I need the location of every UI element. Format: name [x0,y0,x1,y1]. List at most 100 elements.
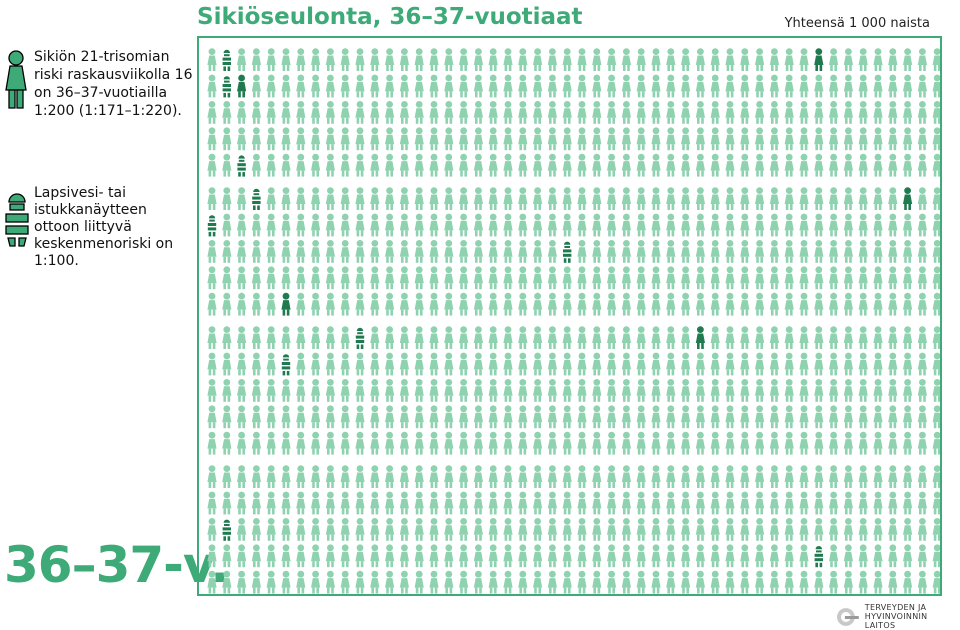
woman-figure [829,431,839,455]
woman-figure [740,240,750,263]
woman-figure [814,213,824,237]
woman-figure [251,405,261,429]
woman-figure [562,187,572,210]
woman-figure-icon [4,50,28,116]
woman-figure [399,74,409,98]
woman-figure [592,518,602,541]
woman-figure [251,544,261,568]
woman-figure [843,352,853,376]
woman-figure [370,127,380,151]
woman-figure [385,213,395,237]
woman-figure [414,544,424,568]
woman-figure [710,48,720,71]
woman-figure [325,544,335,568]
woman-figure [769,465,779,488]
woman-figure [932,518,940,541]
woman-figure [636,266,646,290]
woman-figure [607,187,617,210]
woman-figure [385,326,395,349]
woman-figure [577,518,587,541]
woman-figure [311,240,321,263]
woman-figure [266,326,276,349]
woman-figure [858,266,868,290]
woman-figure [533,544,543,568]
woman-figure [843,465,853,488]
woman-figure [725,266,735,290]
procedure-miscarriage-figure [222,519,231,541]
woman-figure [518,326,528,349]
woman-figure [325,518,335,541]
woman-figure [666,570,676,594]
woman-figure [784,292,794,316]
woman-figure [385,379,395,402]
woman-figure [917,518,927,541]
woman-figure [237,292,247,316]
woman-figure [207,379,217,402]
woman-figure [681,48,691,71]
woman-figure [873,405,883,429]
woman-figure [799,292,809,316]
woman-figure [695,101,705,124]
woman-figure [459,405,469,429]
woman-figure [340,570,350,594]
woman-figure [577,465,587,488]
woman-figure [399,187,409,210]
woman-figure [755,292,765,316]
woman-figure [266,570,276,594]
woman-figure [207,153,217,177]
woman-figure [340,544,350,568]
woman-figure [370,213,380,237]
woman-figure [222,240,232,263]
woman-figure [473,570,483,594]
woman-figure [503,570,513,594]
woman-figure [903,292,913,316]
woman-figure [784,187,794,210]
woman-figure [607,326,617,349]
woman-figure [725,48,735,71]
woman-figure [296,570,306,594]
woman-figure [917,405,927,429]
woman-figure [903,101,913,124]
woman-figure [799,570,809,594]
woman-figure [799,491,809,515]
woman-figure [577,491,587,515]
woman-figure [695,570,705,594]
woman-figure [311,213,321,237]
woman-figure [547,352,557,376]
woman-figure [266,465,276,488]
woman-figure [444,127,454,151]
woman-figure [251,326,261,349]
woman-figure [814,101,824,124]
woman-figure [755,326,765,349]
woman-figure [266,266,276,290]
woman-figure [577,240,587,263]
woman-figure [858,48,868,71]
woman-figure [917,570,927,594]
woman-figure [651,465,661,488]
woman-figure [311,405,321,429]
woman-figure [651,48,661,71]
woman-figure [903,326,913,349]
woman-figure [370,491,380,515]
woman-figure [710,101,720,124]
woman-figure [518,266,528,290]
woman-figure [799,405,809,429]
woman-figure [607,48,617,71]
woman-figure [858,187,868,210]
woman-figure [237,240,247,263]
woman-figure [399,127,409,151]
woman-figure [740,379,750,402]
woman-figure [518,48,528,71]
woman-figure [311,153,321,177]
woman-figure [340,431,350,455]
woman-figure [888,101,898,124]
woman-figure [459,491,469,515]
miscarriage-description: Lapsivesi- tai istukkanäytteen ottoon li… [34,185,174,269]
woman-figure [769,127,779,151]
woman-figure [695,518,705,541]
woman-figure [311,352,321,376]
woman-figure [888,266,898,290]
woman-figure [266,213,276,237]
woman-figure [592,48,602,71]
woman-figure [725,544,735,568]
